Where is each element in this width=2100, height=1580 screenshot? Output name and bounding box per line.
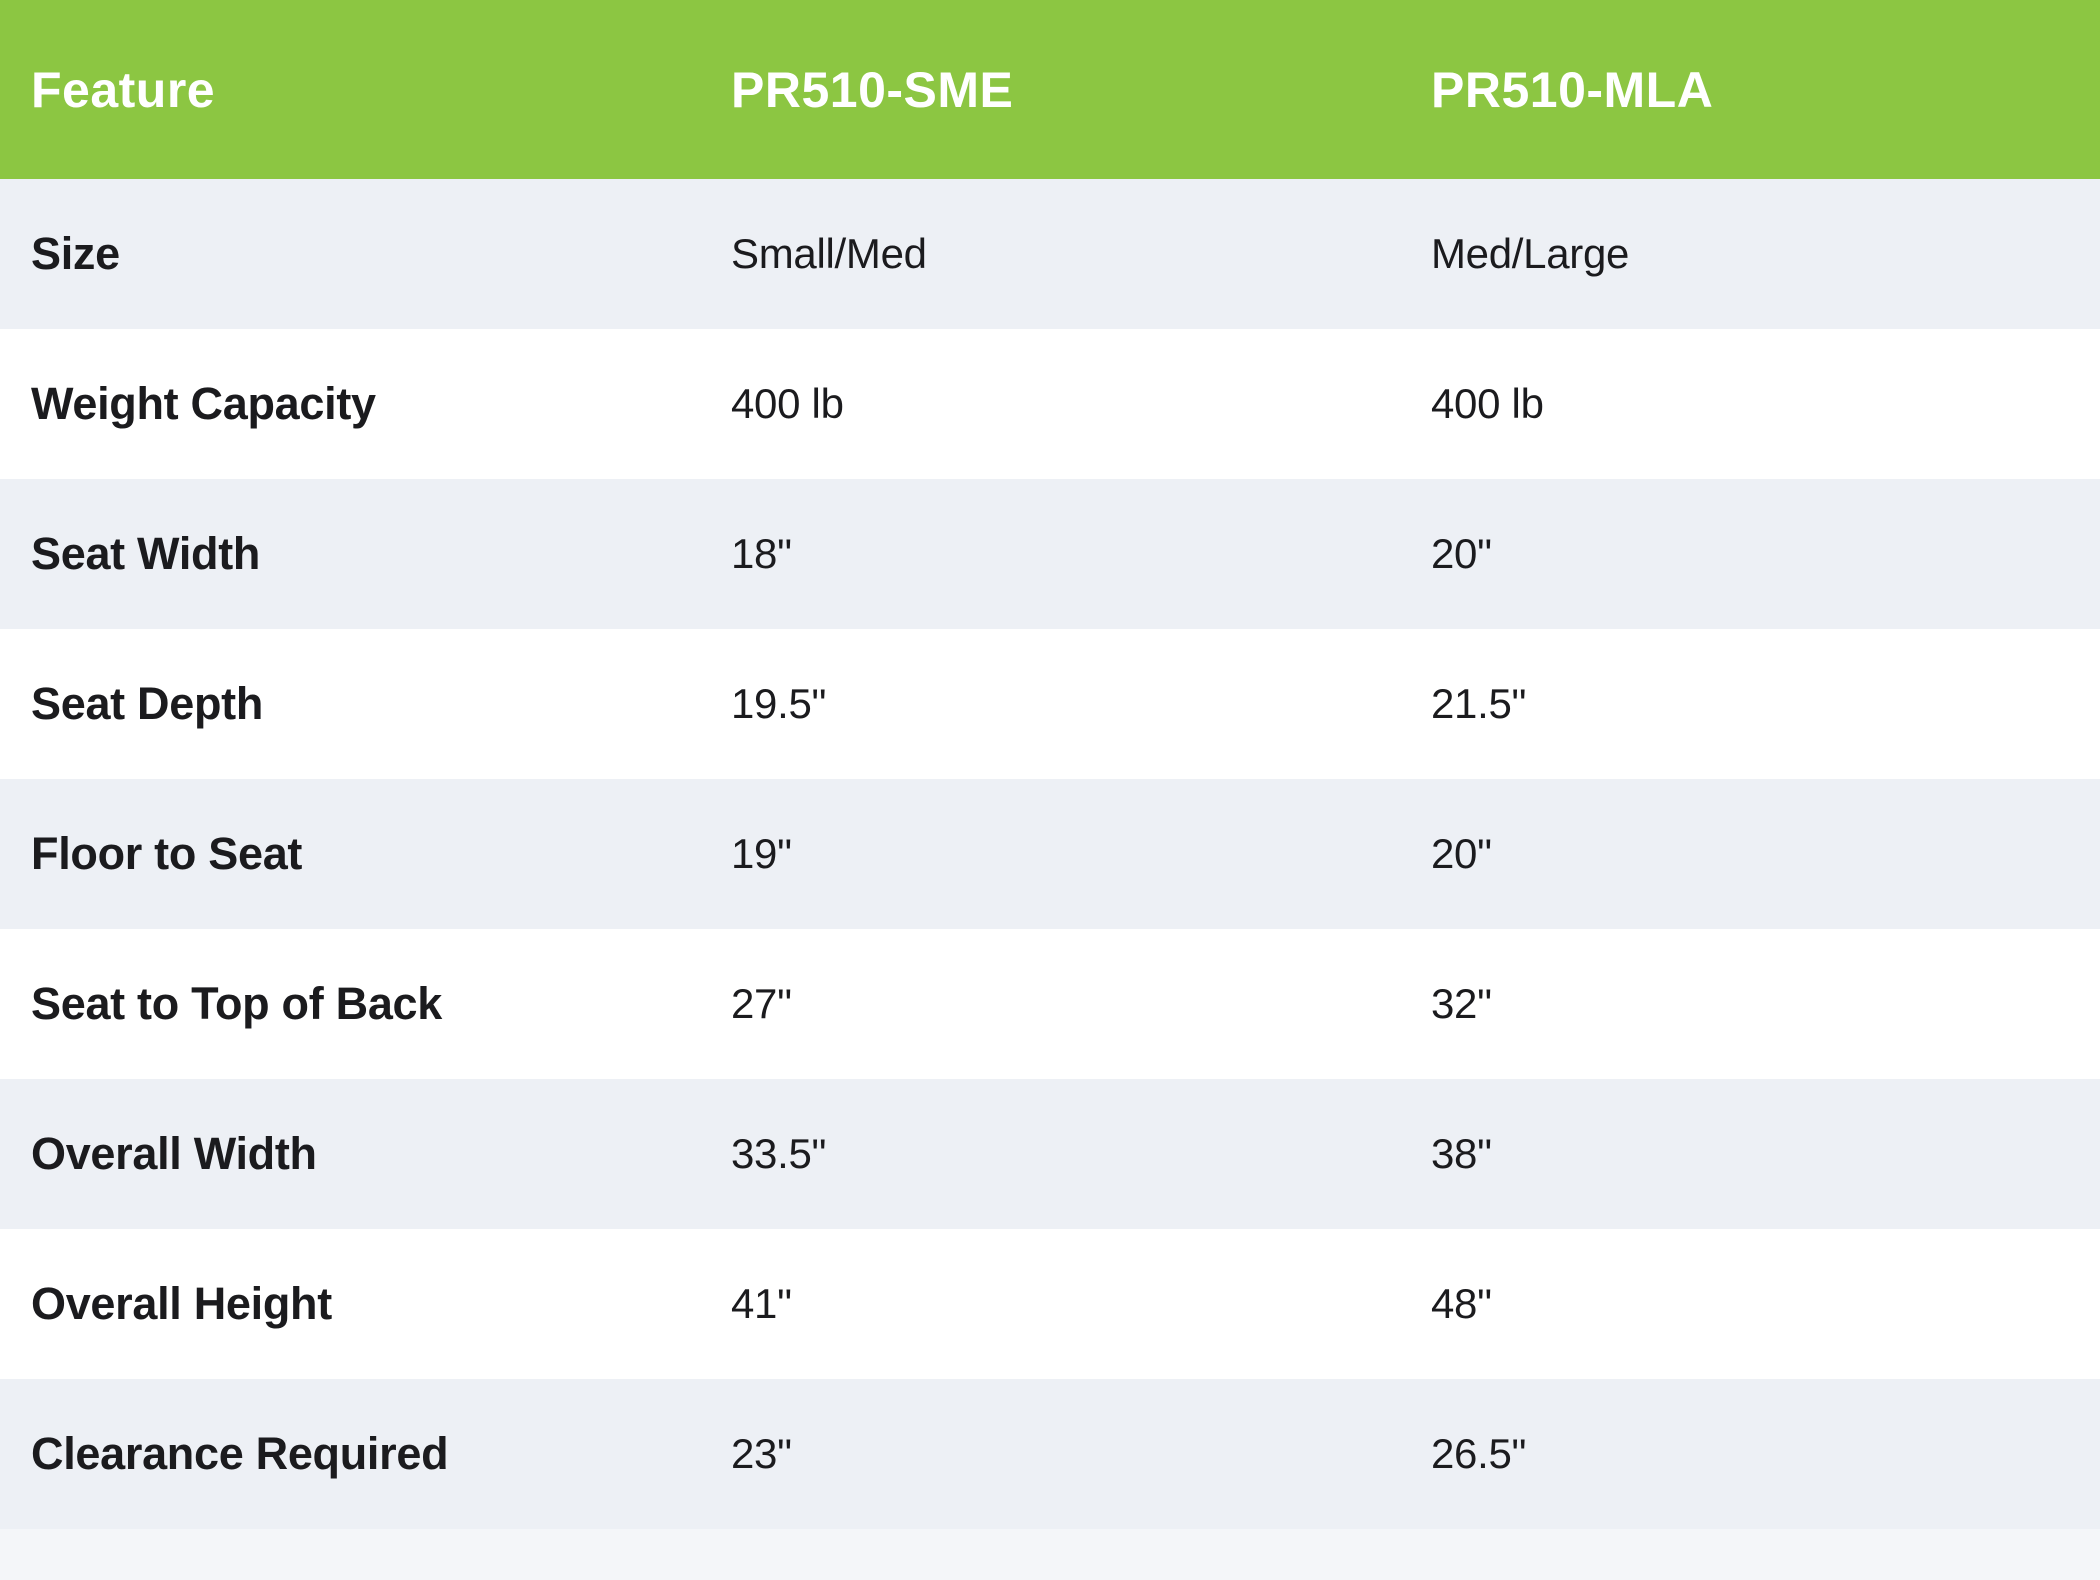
feature-label: Floor to Seat [31,828,303,879]
mla-value: 38" [1431,1130,1492,1177]
mla-value: Med/Large [1431,230,1630,277]
mla-value: 20" [1431,830,1492,877]
column-header-feature: Feature [31,61,216,118]
sme-value: 18" [731,530,792,577]
feature-label: Size [31,228,120,279]
mla-value: 48" [1431,1280,1492,1327]
table-row-clearance-required: Clearance Required 23" 26.5" [0,1379,2100,1529]
mla-value: 26.5" [1431,1430,1527,1477]
table-row-floor-to-seat: Floor to Seat 19" 20" [0,779,2100,929]
next-row-partial-strip [0,1529,2100,1580]
sme-value: 23" [731,1430,792,1477]
sme-value: 33.5" [731,1130,827,1177]
feature-label: Seat to Top of Back [31,978,443,1029]
feature-label: Overall Height [31,1278,332,1329]
sme-value: 41" [731,1280,792,1327]
table-row-seat-width: Seat Width 18" 20" [0,479,2100,629]
sme-value: 400 lb [731,380,844,427]
sme-value: 19.5" [731,680,827,727]
feature-label: Clearance Required [31,1428,449,1479]
feature-label: Weight Capacity [31,378,376,429]
table-row-size: Size Small/Med Med/Large [0,179,2100,329]
feature-label: Seat Depth [31,678,264,729]
mla-value: 20" [1431,530,1492,577]
mla-value: 400 lb [1431,380,1544,427]
mla-value: 32" [1431,980,1492,1027]
table-row-overall-height: Overall Height 41" 48" [0,1229,2100,1379]
column-header-pr510-sme: PR510-SME [731,61,1014,118]
sme-value: 19" [731,830,792,877]
feature-label: Seat Width [31,528,261,579]
feature-label: Overall Width [31,1128,317,1179]
column-header-pr510-mla: PR510-MLA [1431,61,1714,118]
table-row-seat-depth: Seat Depth 19.5" 21.5" [0,629,2100,779]
table-row-weight-capacity: Weight Capacity 400 lb 400 lb [0,329,2100,479]
sme-value: 27" [731,980,792,1027]
table-header-row: Feature PR510-SME PR510-MLA [0,0,2100,179]
table-row-overall-width: Overall Width 33.5" 38" [0,1079,2100,1229]
sme-value: Small/Med [731,230,927,277]
table-row-seat-to-top-of-back: Seat to Top of Back 27" 32" [0,929,2100,1079]
mla-value: 21.5" [1431,680,1527,727]
